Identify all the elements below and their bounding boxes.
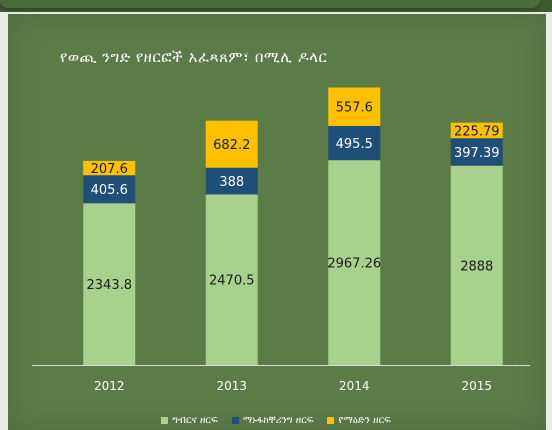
data-label-agriculture-2012: 2343.8 [87,278,133,293]
legend-swatch-mining [327,416,335,424]
bar-agriculture-2014 [328,160,381,365]
legend-label-agriculture: ግብርና ዘርፍ [172,414,218,426]
data-label-agriculture-2013: 2470.5 [209,274,255,289]
legend-label-mining: የማዕድን ዘርፍ [338,414,391,426]
data-label-manufacturing-2014: 495.5 [336,137,373,152]
bar-mining-2012 [83,160,136,176]
bar-agriculture-2012 [83,203,136,365]
bar-mining-2014 [328,87,381,126]
bar-agriculture-2015 [450,165,503,365]
x-tick-label-2012: 2012 [94,379,125,393]
top-tab [0,0,540,8]
data-label-mining-2013: 682.2 [213,138,250,153]
legend-label-manufacturing: ማኑፋክቸሪንግ ዘርፍ [242,414,314,426]
chart-title: የወጪ ንግድ የዘርፎች አፈጻጸም፣ በሚሊ ዶላር [60,48,328,66]
bar-mining-2015 [450,122,503,139]
legend-item-manufacturing: ማኑፋክቸሪንግ ዘርፍ [231,414,314,426]
data-label-manufacturing-2012: 405.6 [91,183,128,198]
data-label-agriculture-2015: 2888 [460,259,493,274]
x-tick-label-2014: 2014 [339,379,370,393]
data-label-mining-2012: 207.6 [91,162,128,177]
data-label-mining-2014: 557.6 [336,101,373,116]
legend-item-mining: የማዕድን ዘርፍ [327,414,391,426]
data-label-manufacturing-2013: 388 [219,175,244,190]
legend: ግብርና ዘርፍ ማኑፋክቸሪንግ ዘርፍ የማዕድን ዘርፍ [0,412,552,428]
bar-manufacturing-2014 [328,125,381,161]
data-label-manufacturing-2015: 397.39 [454,146,500,161]
data-label-agriculture-2014: 2967.26 [327,257,381,272]
bar-manufacturing-2013 [205,167,258,195]
bar-manufacturing-2012 [83,175,136,204]
legend-swatch-agriculture [161,416,169,424]
bar-manufacturing-2015 [450,138,503,166]
legend-swatch-manufacturing [231,416,239,424]
x-tick-label-2015: 2015 [461,379,492,393]
bar-mining-2013 [205,120,258,168]
legend-item-agriculture: ግብርና ዘርፍ [161,414,218,426]
data-label-mining-2015: 225.79 [454,124,500,139]
bar-agriculture-2013 [205,194,258,365]
x-tick-label-2013: 2013 [216,379,247,393]
